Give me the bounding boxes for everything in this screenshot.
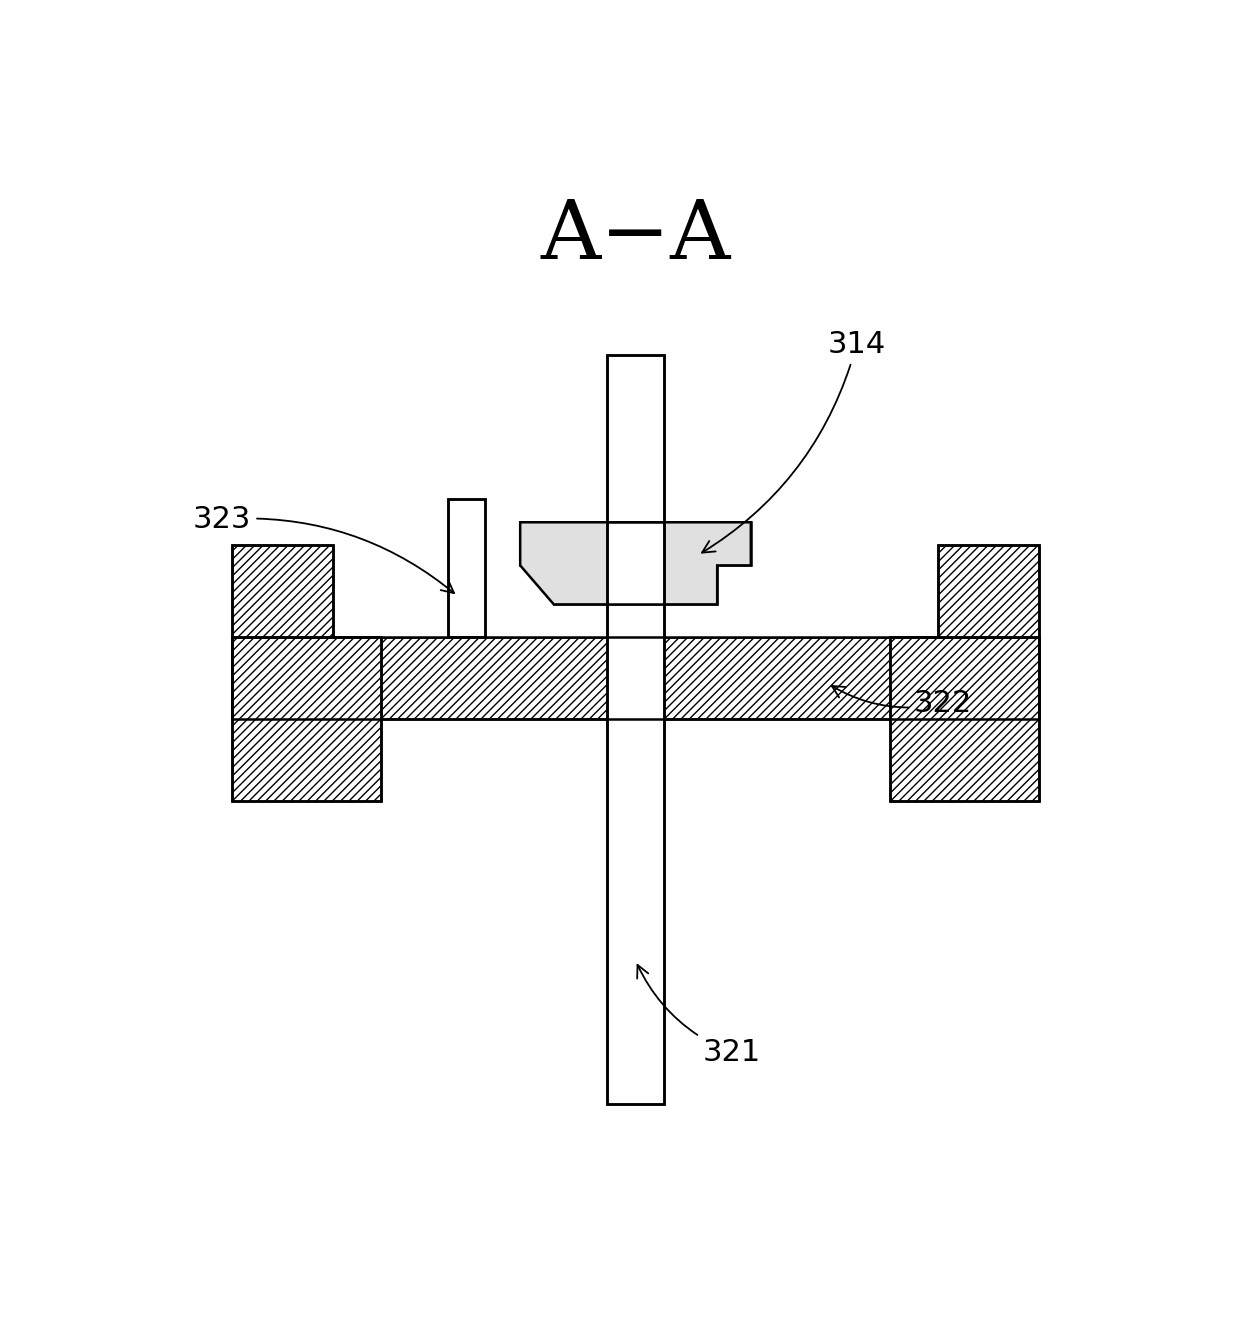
Bar [232,637,1039,720]
Bar [606,523,665,604]
Bar [665,565,717,604]
Bar [606,355,665,1104]
Text: 322: 322 [832,686,972,718]
Bar [232,637,1039,720]
Text: 323: 323 [193,505,454,593]
Bar [939,545,1039,637]
Text: 321: 321 [637,965,760,1068]
Bar [232,545,332,637]
Bar [448,499,485,637]
Bar [381,545,890,637]
Bar [554,565,606,604]
Polygon shape [521,523,751,604]
Bar [606,355,665,1104]
Bar [890,637,1039,801]
Bar [521,523,751,565]
Bar [448,499,485,637]
Text: 314: 314 [702,331,885,553]
Bar [232,637,381,801]
Text: A−A: A−A [541,196,730,276]
Bar [606,523,665,604]
